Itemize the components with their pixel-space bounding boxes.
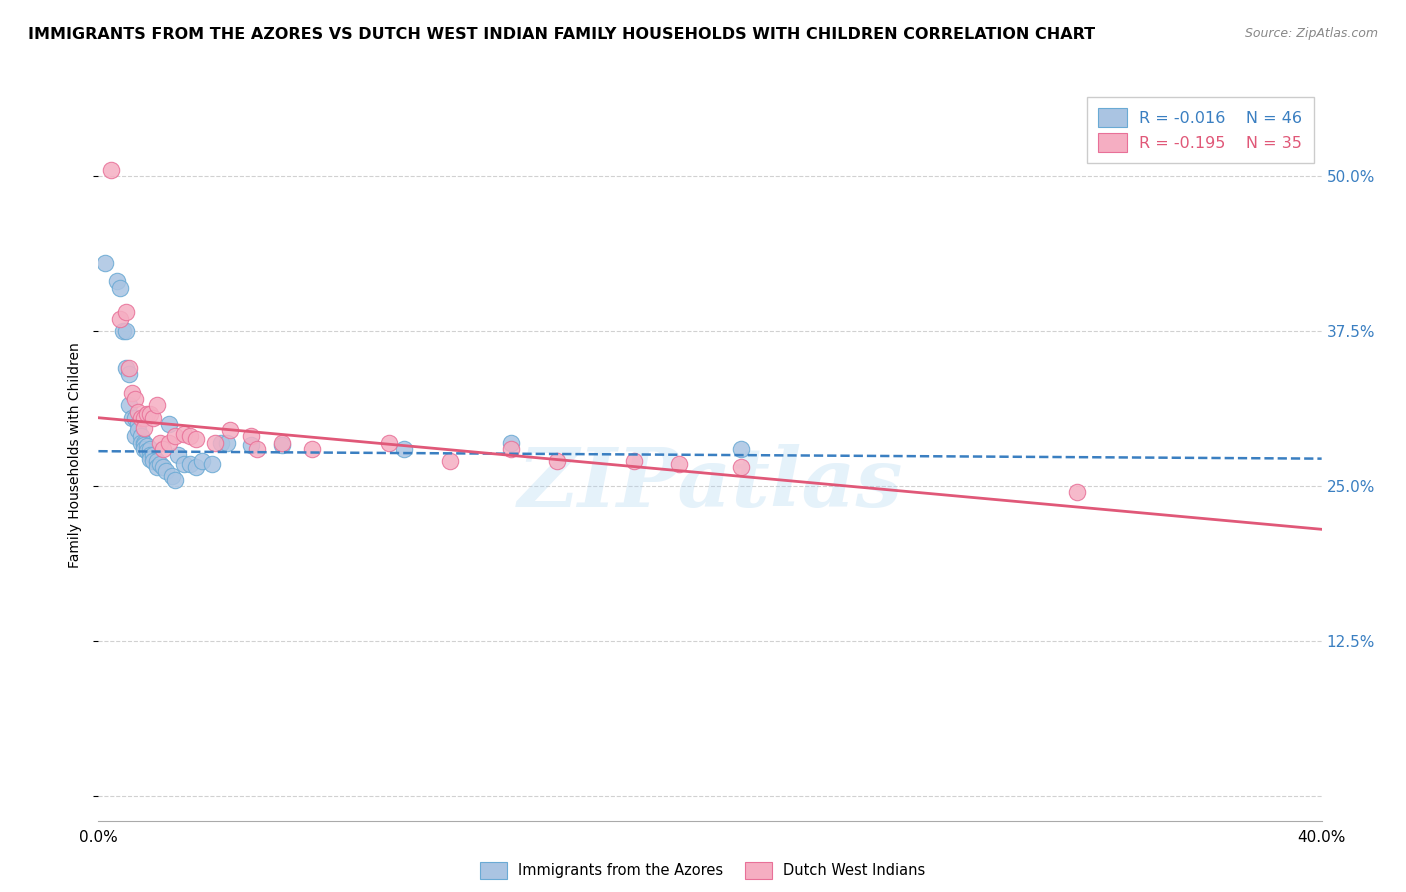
Point (127, 417, 149, 431)
Point (124, 410, 146, 425)
Point (127, 404, 149, 418)
Point (139, 451, 162, 466)
Point (124, 392, 146, 406)
Point (134, 420, 156, 434)
Point (157, 417, 180, 431)
Point (209, 435, 232, 450)
Point (730, 460, 752, 475)
Point (134, 435, 156, 450)
Point (108, 280, 131, 294)
Point (136, 439, 159, 453)
Point (139, 448, 162, 462)
Point (134, 410, 156, 425)
Point (163, 429, 186, 443)
Point (142, 448, 165, 462)
Point (149, 435, 172, 450)
Point (179, 429, 201, 443)
Point (191, 454, 214, 468)
Point (129, 410, 152, 425)
Point (118, 361, 141, 376)
Point (127, 423, 149, 437)
Point (124, 429, 146, 443)
Point (93, 256, 115, 270)
Text: Source: ZipAtlas.com: Source: ZipAtlas.com (1244, 27, 1378, 40)
Point (439, 454, 461, 468)
Point (392, 442, 416, 456)
Point (100, 162, 122, 177)
Point (186, 432, 208, 446)
Point (111, 324, 134, 338)
Point (142, 454, 165, 468)
Point (134, 438, 156, 452)
Point (115, 324, 138, 338)
Point (173, 457, 195, 471)
Point (145, 398, 167, 412)
Point (730, 442, 752, 456)
Point (546, 454, 568, 468)
Point (668, 457, 690, 471)
Point (173, 426, 195, 441)
Point (157, 435, 180, 450)
Point (204, 435, 226, 450)
Point (121, 410, 143, 425)
Legend: Immigrants from the Azores, Dutch West Indians: Immigrants from the Azores, Dutch West I… (475, 856, 931, 885)
Point (240, 438, 263, 452)
Text: IMMIGRANTS FROM THE AZORES VS DUTCH WEST INDIAN FAMILY HOUSEHOLDS WITH CHILDREN : IMMIGRANTS FROM THE AZORES VS DUTCH WEST… (28, 27, 1095, 42)
Point (215, 435, 238, 450)
Point (108, 311, 131, 326)
Point (501, 435, 523, 450)
Point (167, 448, 190, 462)
Point (152, 460, 174, 475)
Point (149, 457, 172, 471)
Point (219, 423, 242, 437)
Point (301, 442, 323, 456)
Point (163, 473, 186, 487)
Point (129, 435, 152, 450)
Point (179, 457, 201, 471)
Point (1066, 485, 1088, 500)
Legend: R = -0.016    N = 46, R = -0.195    N = 35: R = -0.016 N = 46, R = -0.195 N = 35 (1087, 97, 1313, 163)
Point (121, 386, 143, 401)
Point (240, 429, 263, 443)
Point (160, 469, 183, 483)
Point (155, 464, 177, 478)
Point (152, 442, 174, 456)
Y-axis label: Family Households with Children: Family Households with Children (69, 342, 83, 568)
Point (105, 274, 128, 288)
Point (134, 442, 156, 456)
Point (623, 454, 645, 468)
Point (186, 460, 208, 475)
Text: ZIPatlas: ZIPatlas (517, 444, 903, 524)
Point (139, 442, 162, 456)
Point (115, 305, 138, 319)
Point (115, 361, 138, 376)
Point (270, 435, 292, 450)
Point (139, 407, 162, 421)
Point (118, 368, 141, 382)
Point (246, 442, 269, 456)
Point (145, 460, 167, 475)
Point (129, 429, 152, 443)
Point (270, 438, 292, 452)
Point (145, 454, 167, 468)
Point (136, 444, 159, 458)
Point (501, 442, 523, 456)
Point (378, 435, 401, 450)
Point (136, 407, 159, 421)
Point (200, 457, 222, 471)
Point (142, 410, 165, 425)
Point (118, 398, 141, 412)
